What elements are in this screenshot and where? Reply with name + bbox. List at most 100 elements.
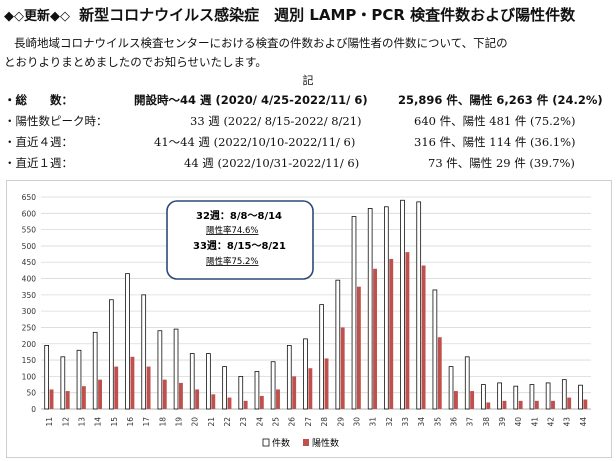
- x-tick-label: 33: [401, 417, 410, 427]
- x-tick-label: 25: [272, 417, 281, 427]
- x-tick-label: 13: [77, 417, 86, 427]
- bar-tests: [513, 385, 519, 410]
- bar-tests: [60, 356, 66, 410]
- bar-positive: [583, 399, 588, 409]
- y-tick-label: 500: [22, 242, 37, 251]
- x-tick-label: 38: [482, 417, 491, 427]
- y-axis-ticks: 0 50 100 150 200 250 300 350 400 450 500 550 600 650: [22, 193, 37, 414]
- y-tick-label: 300: [22, 307, 37, 316]
- x-tick-label: 20: [191, 417, 200, 427]
- bar-positive: [114, 366, 119, 409]
- bar-tests: [157, 330, 163, 410]
- summary-counts: 316 件、陽性 114 件 (36.1%): [414, 135, 576, 149]
- y-tick-label: 250: [22, 323, 37, 332]
- bar-positive: [534, 400, 539, 409]
- bar-positive: [486, 402, 491, 409]
- intro-line-1: 長崎地域コロナウイルス検査センターにおける検査の件数および陽性者の件数について、…: [14, 36, 508, 50]
- x-tick-label: 27: [304, 417, 313, 427]
- bar-tests: [125, 273, 130, 410]
- bar-positive: [130, 356, 135, 409]
- x-tick-label: 12: [61, 417, 70, 427]
- x-tick-label: 35: [433, 417, 442, 427]
- bar-positive: [373, 268, 377, 409]
- intro-text: 長崎地域コロナウイルス検査センターにおける検査の件数および陽性者の件数について、…: [4, 34, 604, 72]
- bar-tests: [238, 375, 244, 410]
- bar-positive: [227, 397, 232, 409]
- bar-positive: [98, 379, 102, 409]
- bar-tests: [189, 353, 195, 410]
- bar-tests: [481, 384, 486, 410]
- bar-tests: [351, 216, 357, 410]
- bar-tests: [384, 206, 389, 410]
- bar-tests: [109, 299, 114, 410]
- bar-tests: [561, 379, 567, 410]
- x-tick-label: 24: [255, 417, 264, 427]
- bar-tests: [448, 366, 454, 410]
- x-axis-ticks: 11 12 13 14 15 16 17 18 19 20 21 22 23 24 25 26 27 28 29 30…: [45, 417, 588, 427]
- callout-week33: 33週：8/15～8/21: [193, 240, 286, 252]
- bar-positive: [470, 391, 475, 409]
- x-tick-label: 42: [547, 417, 556, 427]
- bar-positive: [437, 337, 442, 409]
- y-tick-label: 150: [22, 356, 37, 365]
- y-tick-label: 400: [22, 275, 37, 284]
- chart-frame: 0 50 100 150 200 250 300 350 400 450 500 550 600 650 …: [6, 180, 612, 458]
- x-tick-label: 14: [94, 417, 103, 427]
- legend-swatch-positive: [303, 439, 309, 446]
- bar-positive: [405, 252, 410, 409]
- bar-tests: [367, 208, 373, 410]
- bar-positive: [454, 391, 458, 409]
- bar-tests: [464, 356, 470, 410]
- bar-positive: [81, 386, 86, 409]
- bar-tests: [76, 349, 82, 410]
- bar-positive: [340, 327, 345, 409]
- x-tick-label: 34: [417, 417, 426, 427]
- bar-positive: [421, 265, 426, 409]
- y-tick-label: 0: [31, 405, 36, 414]
- bar-positive: [162, 379, 167, 409]
- summary-label: ・総 数：: [4, 93, 73, 107]
- bar-tests: [44, 344, 49, 410]
- callout-box: [166, 200, 314, 280]
- bar-positive: [146, 366, 151, 409]
- bars: [44, 199, 588, 410]
- y-tick-label: 450: [22, 258, 37, 267]
- bar-tests: [400, 199, 405, 410]
- x-tick-label: 21: [207, 417, 216, 427]
- bar-positive: [551, 400, 555, 409]
- x-tick-label: 32: [385, 417, 394, 427]
- x-tick-label: 11: [45, 417, 54, 427]
- bar-positive: [324, 358, 329, 409]
- x-tick-label: 29: [336, 417, 345, 427]
- bar-positive: [65, 391, 70, 409]
- summary-label: ・直近１週：: [4, 156, 73, 170]
- x-tick-label: 30: [352, 417, 361, 427]
- x-tick-label: 39: [498, 417, 507, 427]
- x-tick-label: 23: [239, 417, 248, 427]
- ki-label: 記: [302, 74, 314, 87]
- bar-tests: [319, 304, 324, 410]
- bar-positive: [195, 389, 200, 409]
- x-tick-label: 41: [530, 417, 539, 427]
- bar-positive: [49, 389, 54, 409]
- weekly-test-chart: 050100150200250300350400450500550600650 …: [22, 193, 591, 449]
- x-tick-label: 17: [142, 417, 151, 427]
- grid-lines: [41, 196, 591, 410]
- x-tick-label: 44: [579, 417, 588, 427]
- intro-line-2: とおりよりまとめましたのでお知らせいたします。: [4, 55, 267, 69]
- bar-positive: [179, 382, 183, 409]
- legend: 件数 陽性数: [262, 437, 339, 449]
- summary-counts: 25,896 件、陽性 6,263 件 (24.2%): [398, 93, 603, 107]
- x-tick-label: 40: [514, 417, 523, 427]
- x-tick-label: 16: [126, 417, 135, 427]
- y-tick-label: 200: [22, 340, 37, 349]
- bar-positive: [243, 400, 248, 409]
- x-tick-label: 19: [175, 417, 184, 427]
- x-tick-label: 31: [369, 417, 378, 427]
- summary-period: 開設時～44 週 (2020/ 4/25-2022/11/ 6): [134, 93, 368, 107]
- y-tick-label: 600: [22, 209, 37, 218]
- bar-positive: [276, 389, 280, 409]
- legend-label-tests: 件数: [272, 437, 290, 449]
- bar-tests: [303, 338, 308, 410]
- summary-period: 44 週 (2022/10/31-2022/11/ 6): [184, 156, 360, 170]
